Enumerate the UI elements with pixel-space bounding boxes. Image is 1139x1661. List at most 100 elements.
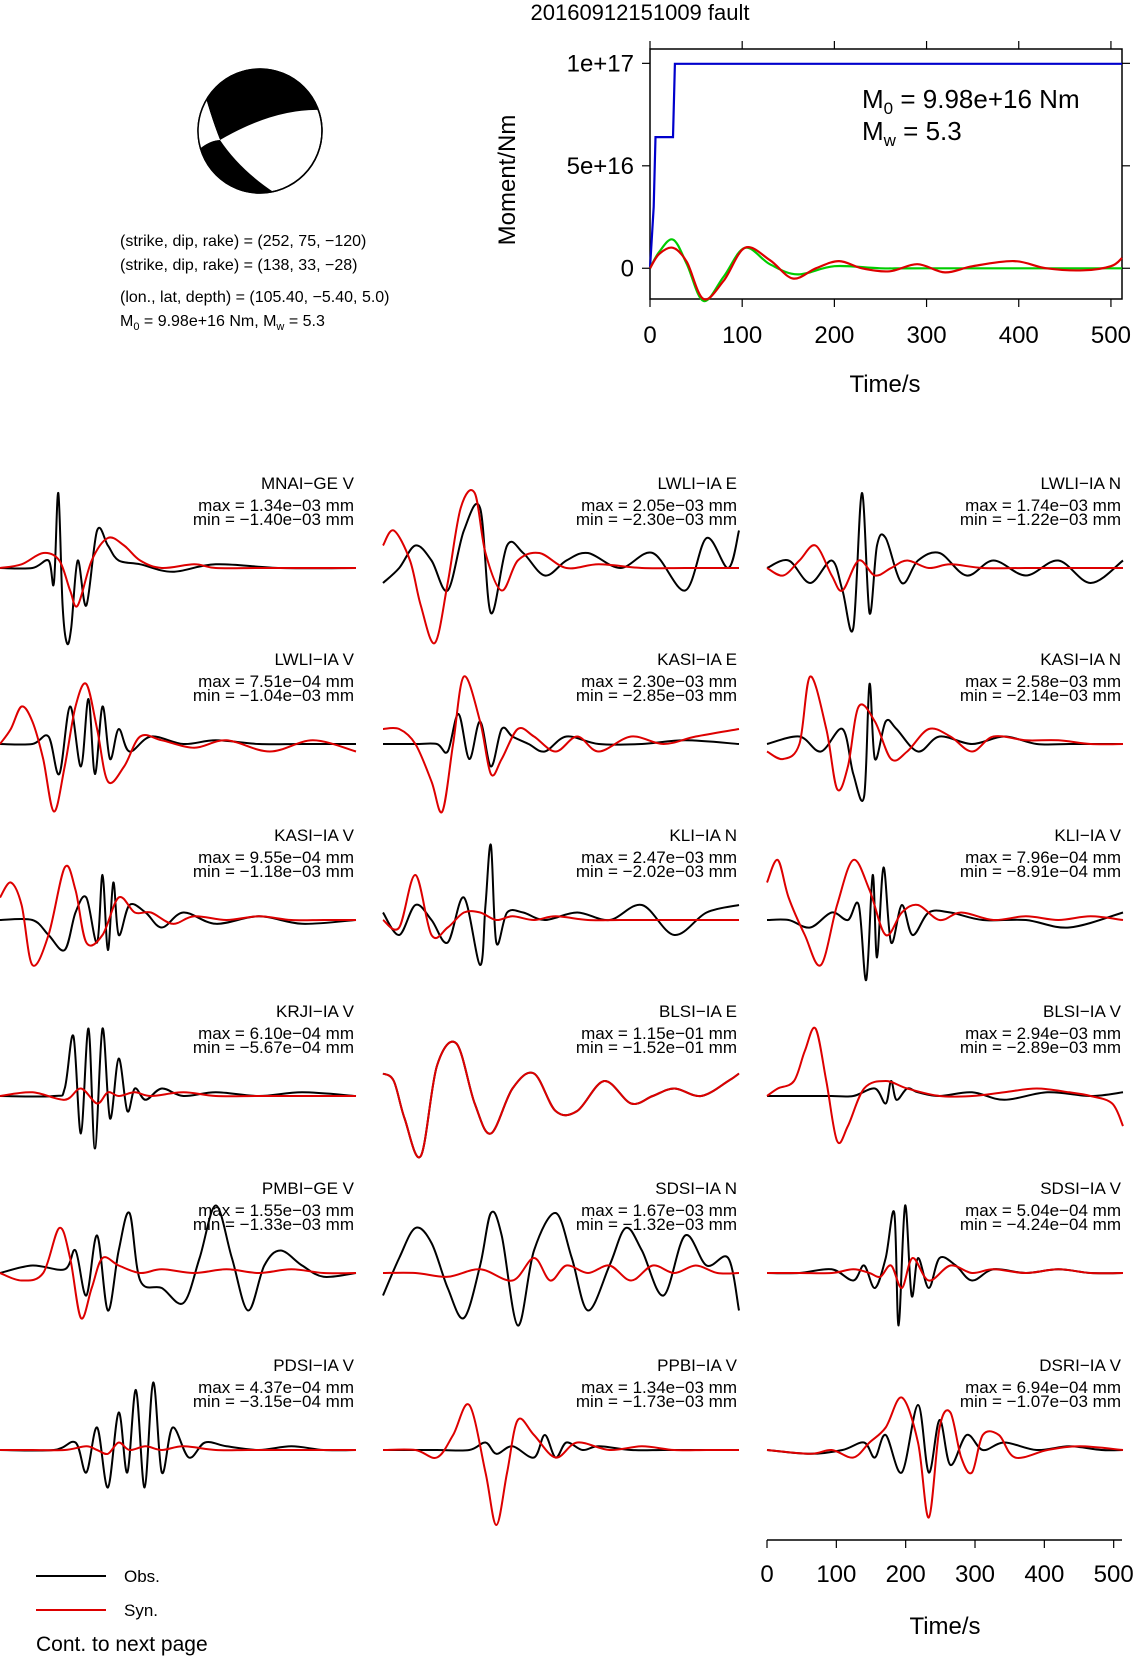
panel-max-label: max = 6.94e−04 mm xyxy=(965,1378,1121,1397)
obs-trace xyxy=(382,1040,740,1159)
panel-max-label: max = 7.96e−04 mm xyxy=(965,848,1121,867)
moment-plot-frame xyxy=(649,48,1123,300)
moment-ytick-label: 1e+17 xyxy=(567,50,634,77)
syn-trace xyxy=(766,544,1123,592)
legend-obs-label: Obs. xyxy=(124,1567,160,1586)
syn-trace xyxy=(0,536,356,608)
moment-annotation-mw: Mw = 5.3 xyxy=(862,116,962,150)
mechanism-moment-line: M0 = 9.98e+16 Nm, Mw = 5.3 xyxy=(120,313,325,333)
panel-min-label: min = −1.07e−03 mm xyxy=(960,1392,1121,1411)
bottom-xlabel: Time/s xyxy=(909,1613,980,1640)
syn-trace xyxy=(382,675,740,814)
panel-min-label: min = −2.30e−03 mm xyxy=(576,510,737,529)
syn-trace xyxy=(766,675,1124,792)
obs-trace xyxy=(766,1403,1124,1474)
panel-min-label: min = −4.24e−04 mm xyxy=(960,1215,1121,1234)
obs-trace xyxy=(0,491,357,646)
moment-xtick-label: 200 xyxy=(814,322,854,349)
mechanism-line-2: (strike, dip, rake) = (138, 33, −28) xyxy=(120,257,357,274)
obs-trace xyxy=(766,866,1124,982)
panel-station-label: LWLI−IA N xyxy=(1041,474,1121,493)
obs-trace xyxy=(382,502,740,615)
moment-xtick-label: 0 xyxy=(643,322,656,349)
obs-trace xyxy=(382,843,740,967)
syn-trace xyxy=(382,1256,740,1282)
panel-station-label: PDSI−IA V xyxy=(273,1356,354,1375)
panel-max-label: max = 2.30e−03 mm xyxy=(581,672,737,691)
moment-xtick-label: 300 xyxy=(907,322,947,349)
panel-max-label: max = 7.51e−04 mm xyxy=(198,672,354,691)
bottom-xtick-label: 400 xyxy=(1024,1561,1064,1588)
bottom-xtick-label: 300 xyxy=(955,1561,995,1588)
moment-rate-chart: 0 100 200 300 400 500 0 5e+16 1e+17 xyxy=(567,41,1131,349)
obs-trace xyxy=(766,491,1124,633)
panel-min-label: min = −1.18e−03 mm xyxy=(193,862,354,881)
panel-max-label: max = 1.55e−03 mm xyxy=(198,1201,354,1220)
obs-trace xyxy=(382,1210,740,1327)
panel-min-label: min = −1.52e−01 mm xyxy=(576,1038,737,1057)
panel-max-label: max = 5.04e−04 mm xyxy=(965,1201,1121,1220)
syn-trace xyxy=(382,1403,739,1527)
moment-annotation-m0: M0 = 9.98e+16 Nm xyxy=(862,84,1080,118)
syn-trace xyxy=(382,873,739,940)
panel-station-label: KLI−IA N xyxy=(669,826,737,845)
moment-xlabel: Time/s xyxy=(849,371,920,398)
panel-station-label: LWLI−IA E xyxy=(657,474,737,493)
panel-station-label: SDSI−IA N xyxy=(655,1179,737,1198)
panel-station-label: KRJI−IA V xyxy=(276,1002,355,1021)
panel-station-label: MNAI−GE V xyxy=(261,474,355,493)
obs-trace xyxy=(0,697,356,776)
panel-max-label: max = 2.58e−03 mm xyxy=(965,672,1121,691)
panel-min-label: min = −1.04e−03 mm xyxy=(193,686,354,705)
moment-series-line xyxy=(649,238,1122,303)
panel-station-label: PMBI−GE V xyxy=(262,1179,355,1198)
panel-max-label: max = 1.67e−03 mm xyxy=(581,1201,737,1220)
panel-min-label: min = −2.89e−03 mm xyxy=(960,1038,1121,1057)
syn-trace xyxy=(766,1396,1124,1519)
panel-max-label: max = 2.47e−03 mm xyxy=(581,848,737,867)
figure-title: 20160912151009 fault xyxy=(531,0,750,25)
panel-station-label: KASI−IA N xyxy=(1040,650,1121,669)
syn-trace xyxy=(0,682,357,813)
panel-station-label: KASI−IA E xyxy=(657,650,737,669)
moment-series-line xyxy=(649,246,1123,301)
panel-min-label: min = −5.67e−04 mm xyxy=(193,1038,354,1057)
moment-series-line xyxy=(648,62,1122,269)
obs-trace xyxy=(0,873,357,952)
obs-trace xyxy=(0,1027,357,1150)
panel-max-label: max = 4.37e−04 mm xyxy=(198,1378,354,1397)
syn-trace xyxy=(0,864,356,967)
panel-station-label: BLSI−IA E xyxy=(659,1002,737,1021)
focal-mechanism-beachball xyxy=(197,68,323,194)
panel-max-label: max = 1.15e−01 mm xyxy=(581,1024,737,1043)
syn-trace xyxy=(382,489,739,645)
panel-min-label: min = −1.73e−03 mm xyxy=(576,1392,737,1411)
syn-trace xyxy=(0,1441,356,1456)
panel-min-label: min = −3.15e−04 mm xyxy=(193,1392,354,1411)
panel-station-label: PPBI−IA V xyxy=(657,1356,738,1375)
syn-trace xyxy=(0,1226,357,1320)
panel-max-label: max = 6.10e−04 mm xyxy=(198,1024,354,1043)
obs-trace xyxy=(382,1433,739,1459)
legend: Obs. Syn. xyxy=(36,1567,160,1620)
moment-ytick-label: 0 xyxy=(621,255,634,282)
moment-xtick-label: 500 xyxy=(1091,322,1131,349)
panel-min-label: min = −2.14e−03 mm xyxy=(960,686,1121,705)
bottom-xtick-label: 500 xyxy=(1094,1561,1134,1588)
panel-station-label: KASI−IA V xyxy=(274,826,355,845)
moment-ylabel: Moment/Nm xyxy=(494,115,521,246)
panel-min-label: min = −1.33e−03 mm xyxy=(193,1215,354,1234)
moment-xtick-label: 400 xyxy=(999,322,1039,349)
panel-max-label: max = 9.55e−04 mm xyxy=(198,848,354,867)
panel-max-label: max = 2.05e−03 mm xyxy=(581,496,737,515)
syn-trace xyxy=(0,1087,356,1105)
